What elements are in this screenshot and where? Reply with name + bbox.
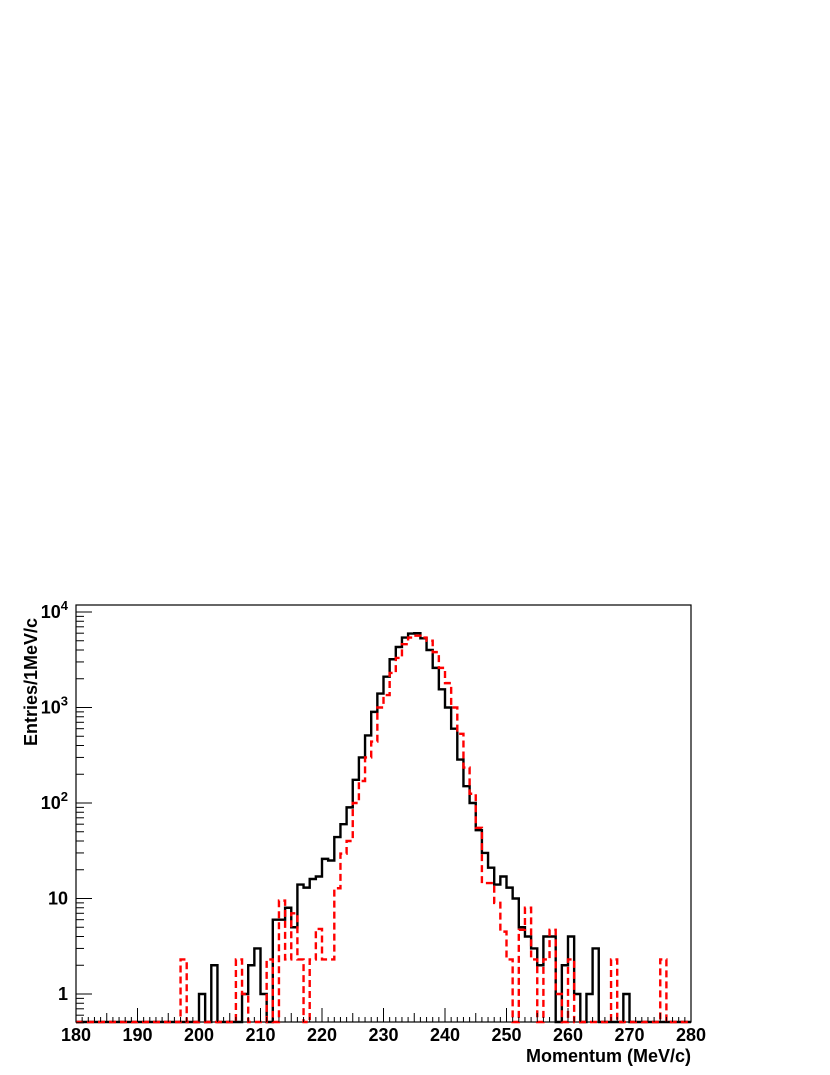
x-tick-label: 180 bbox=[61, 1025, 91, 1045]
x-tick-label: 220 bbox=[307, 1025, 337, 1045]
x-tick-label: 240 bbox=[430, 1025, 460, 1045]
y-tick-label: 1 bbox=[58, 984, 68, 1004]
series-1 bbox=[76, 631, 691, 1024]
y-tick-label: 102 bbox=[41, 789, 68, 813]
series-2 bbox=[76, 634, 691, 1024]
x-tick-label: 230 bbox=[368, 1025, 398, 1045]
y-axis-title: Entries/1MeV/c bbox=[21, 618, 41, 746]
x-tick-label: 250 bbox=[491, 1025, 521, 1045]
x-axis: 180 190 200 210 220 230 240 250 260 270 280 bbox=[61, 1008, 706, 1045]
series-layer bbox=[76, 631, 691, 1024]
y-tick-label: 104 bbox=[41, 598, 69, 622]
y-tick-label: 10 bbox=[48, 889, 68, 909]
x-tick-label: 200 bbox=[184, 1025, 214, 1045]
x-tick-label: 260 bbox=[553, 1025, 583, 1045]
series-line bbox=[76, 634, 691, 1024]
y-axis: 1 10 102 103 104 bbox=[41, 598, 92, 1024]
x-tick-label: 270 bbox=[614, 1025, 644, 1045]
x-tick-label: 190 bbox=[122, 1025, 152, 1045]
series-line bbox=[76, 631, 691, 1024]
x-tick-label: 280 bbox=[676, 1025, 706, 1045]
x-axis-title: Momentum (MeV/c) bbox=[526, 1046, 691, 1066]
y-tick-label: 103 bbox=[41, 694, 68, 718]
x-tick-label: 210 bbox=[245, 1025, 275, 1045]
